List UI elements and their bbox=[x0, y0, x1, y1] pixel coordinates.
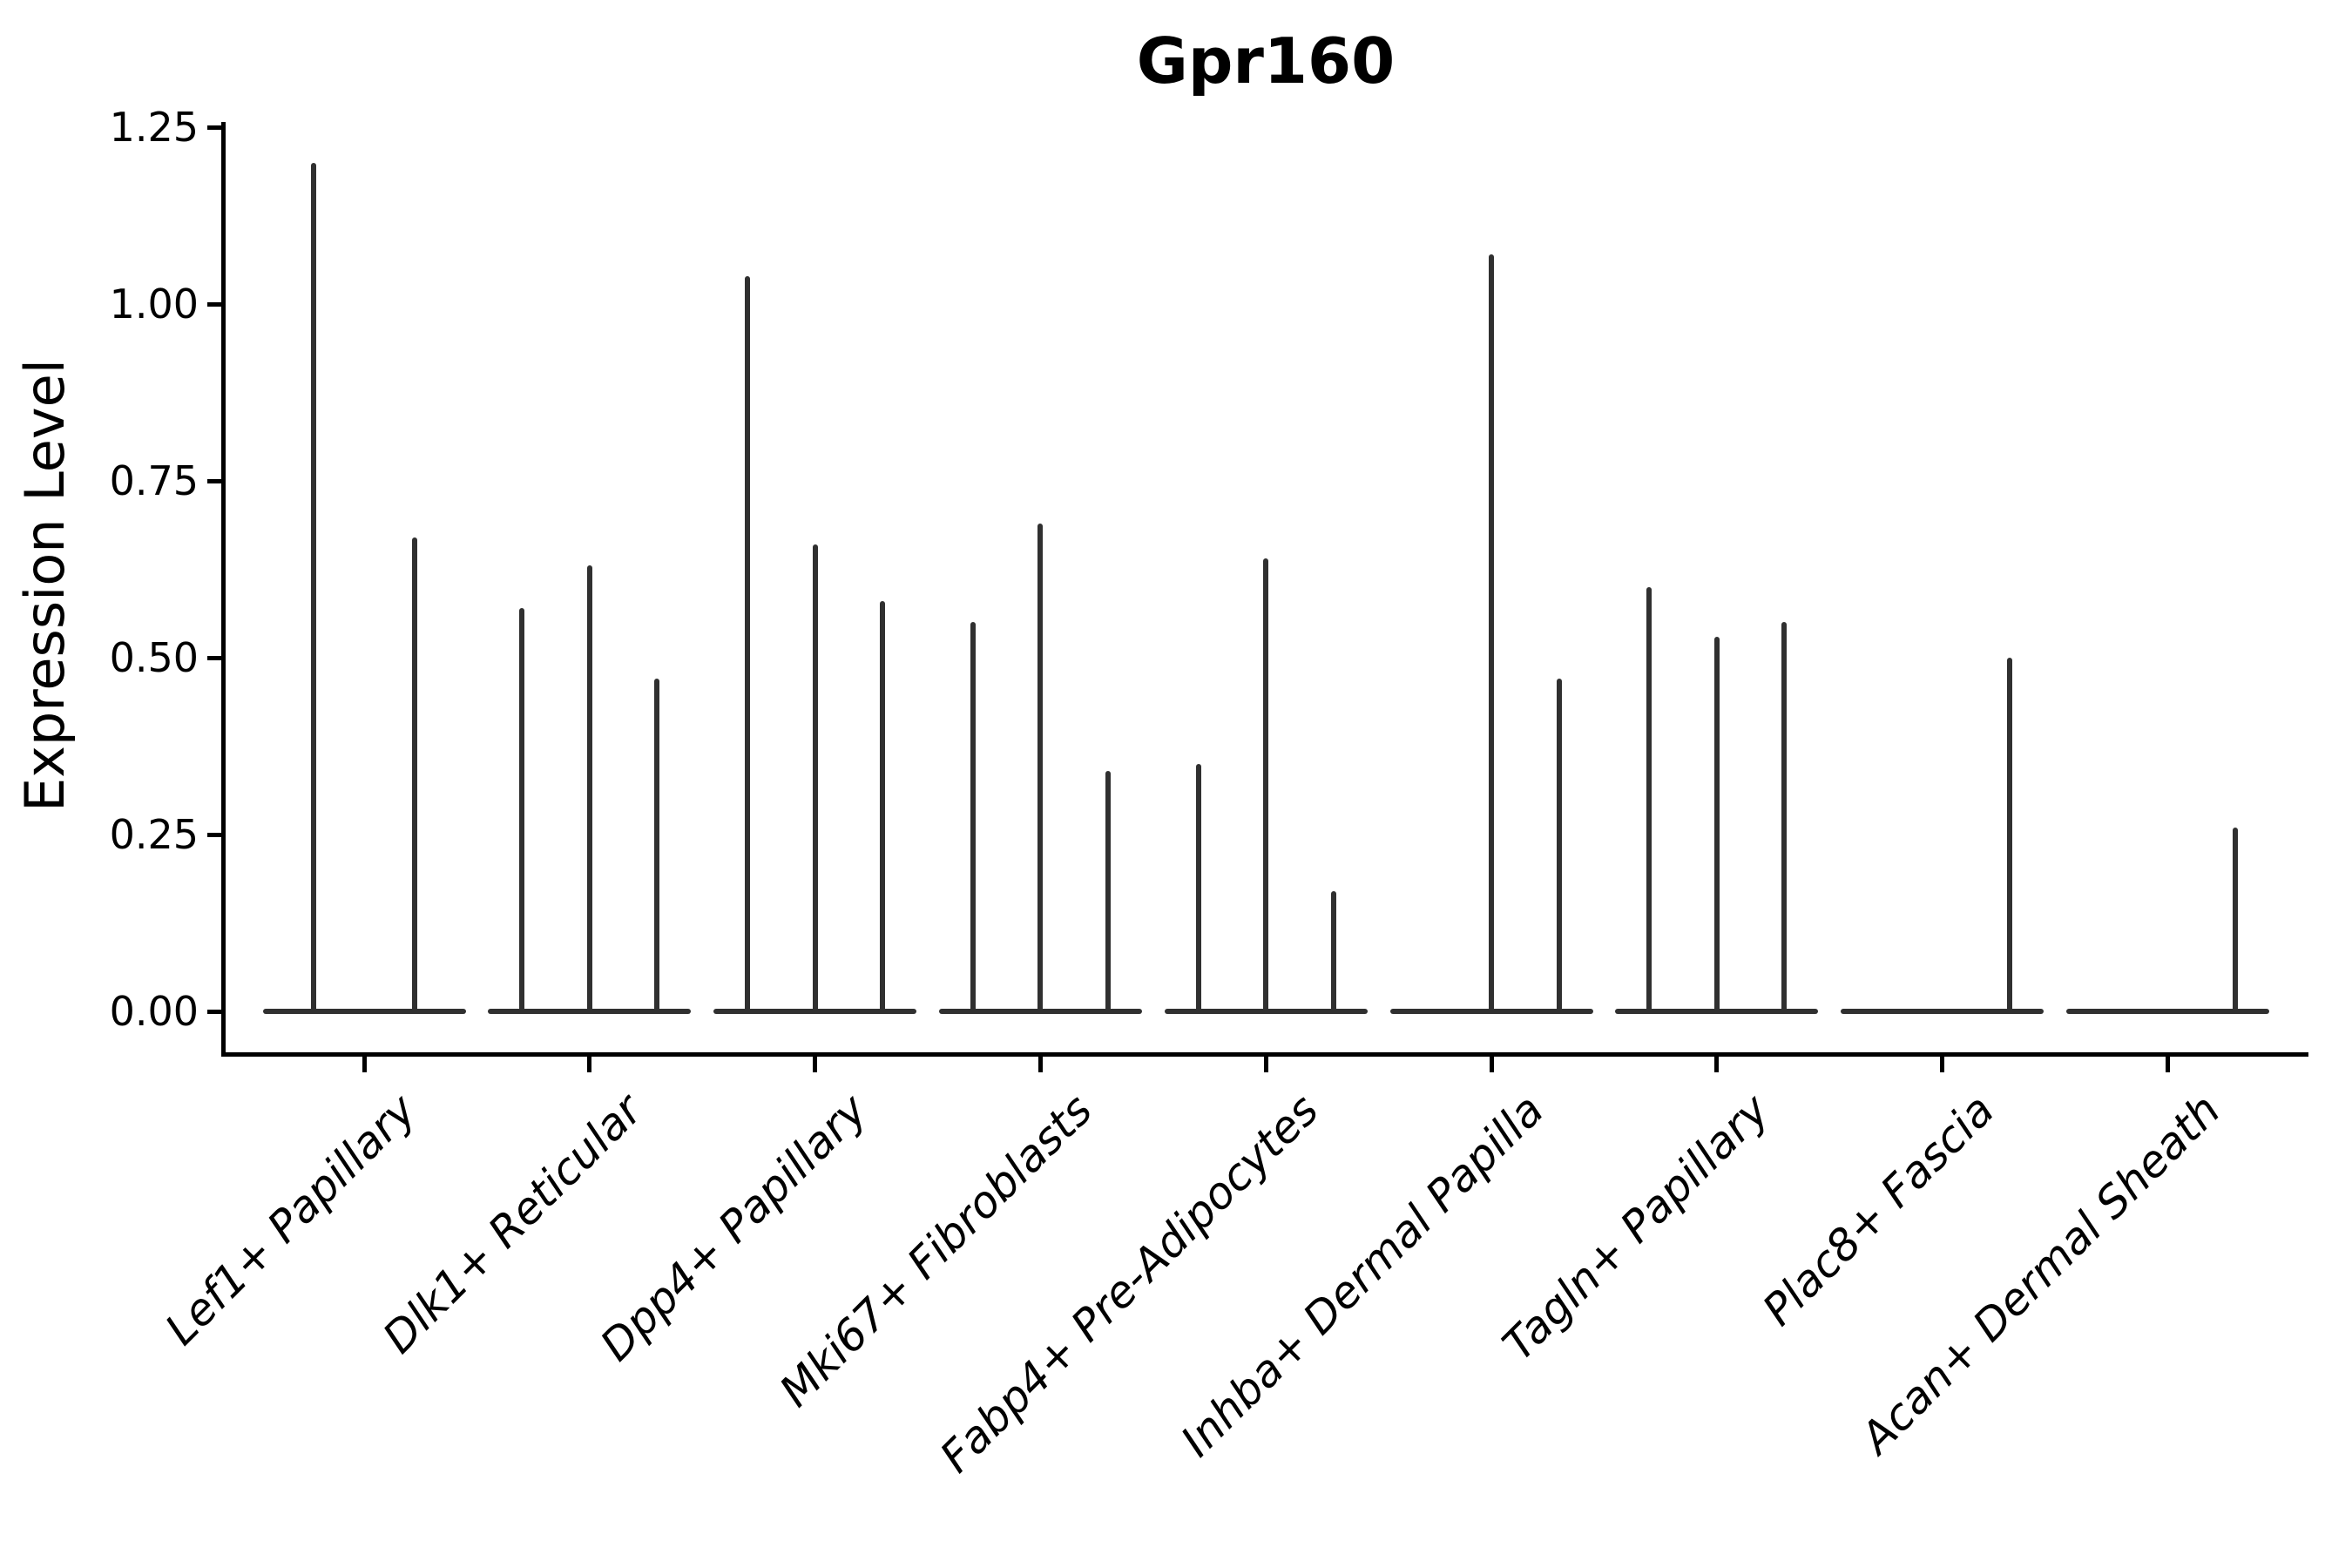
violin-spike bbox=[1713, 636, 1720, 1014]
y-tick-mark bbox=[207, 125, 221, 130]
violin-spike bbox=[1105, 770, 1111, 1014]
violin-spike bbox=[2007, 658, 2013, 1014]
violin-spike bbox=[880, 601, 886, 1014]
y-tick-mark bbox=[207, 1009, 221, 1014]
y-axis-spine bbox=[221, 122, 226, 1057]
x-tick-mark bbox=[1037, 1052, 1043, 1072]
violin-spike bbox=[745, 275, 750, 1014]
x-tick-label-8: Plac8+ Fascia bbox=[1753, 1085, 2004, 1335]
y-tick-label: 0.50 bbox=[109, 634, 199, 681]
x-tick-label-9: Acan+ Dermal Sheath bbox=[1850, 1085, 2230, 1463]
violin-spike bbox=[1489, 254, 1494, 1014]
x-tick-mark bbox=[1714, 1052, 1720, 1072]
violin-zero-baseline bbox=[2065, 1009, 2269, 1014]
x-tick-mark bbox=[587, 1052, 592, 1072]
y-tick-label: 1.00 bbox=[109, 280, 199, 328]
x-tick-mark bbox=[1263, 1052, 1268, 1072]
x-tick-mark bbox=[1940, 1052, 1945, 1072]
y-tick-label: 1.25 bbox=[109, 104, 199, 151]
y-tick-label: 0.25 bbox=[109, 811, 199, 858]
violin-spike bbox=[586, 565, 592, 1014]
violin-spike bbox=[1556, 679, 1562, 1014]
violin-spike bbox=[2233, 827, 2238, 1014]
x-tick-label-6: Inhba+ Dermal Papilla bbox=[1171, 1085, 1554, 1467]
x-tick-label-5: Fabp4+ Pre-Adipocytes bbox=[929, 1085, 1328, 1483]
y-tick-mark bbox=[207, 655, 221, 660]
y-tick-mark bbox=[207, 832, 221, 837]
violin-spike bbox=[654, 679, 660, 1014]
violin-spike bbox=[812, 544, 818, 1014]
violin-spike bbox=[412, 537, 418, 1014]
violin-spike bbox=[1646, 586, 1652, 1014]
violin-spike bbox=[1330, 890, 1336, 1014]
violin-spike bbox=[1195, 763, 1201, 1014]
x-tick-mark bbox=[362, 1052, 367, 1072]
violin-spike bbox=[310, 162, 316, 1014]
y-tick-mark bbox=[207, 478, 221, 483]
violin-spike bbox=[1037, 523, 1044, 1014]
violin-zero-baseline bbox=[262, 1009, 466, 1014]
violin-spike bbox=[1263, 558, 1269, 1014]
violin-spike bbox=[519, 608, 525, 1014]
y-tick-mark bbox=[207, 301, 221, 307]
violin-spike bbox=[970, 622, 976, 1014]
y-tick-label: 0.00 bbox=[109, 988, 199, 1035]
x-tick-mark bbox=[2165, 1052, 2170, 1072]
x-tick-mark bbox=[1489, 1052, 1494, 1072]
x-tick-mark bbox=[813, 1052, 818, 1072]
y-tick-label: 0.75 bbox=[109, 457, 199, 504]
chart-title: Gpr160 bbox=[1136, 24, 1396, 98]
violin-spike bbox=[1781, 622, 1788, 1014]
violin-zero-baseline bbox=[1841, 1009, 2044, 1014]
